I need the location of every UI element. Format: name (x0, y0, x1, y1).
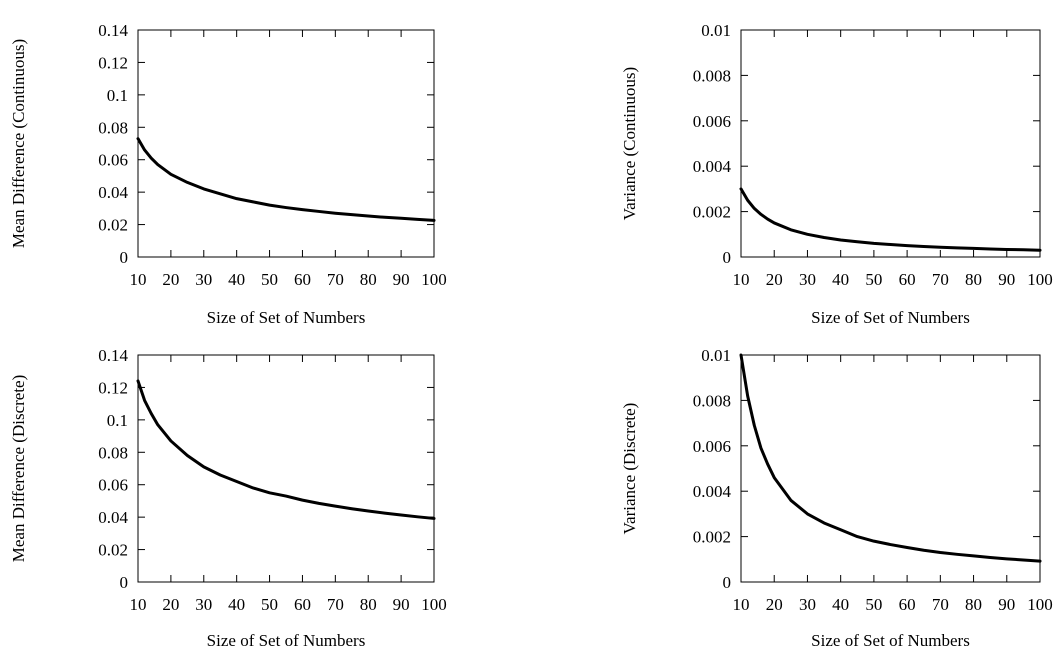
y-tick-label: 0.12 (98, 53, 128, 72)
x-tick-label: 10 (130, 270, 147, 289)
x-tick-label: 30 (799, 270, 816, 289)
x-tick-label: 50 (865, 595, 882, 614)
plot-frame (137, 29, 435, 258)
y-tick-label: 0.004 (693, 482, 732, 501)
y-tick-label: 0.006 (693, 112, 731, 131)
series-line-variance-continuous (739, 187, 1042, 252)
y-tick-label: 0.008 (693, 66, 731, 85)
x-tick-label: 30 (799, 595, 816, 614)
y-tick-label: 0 (723, 248, 732, 267)
y-tick-label: 0.06 (98, 476, 128, 495)
y-axis-title: Mean Difference (Discrete) (9, 375, 28, 563)
y-tick-label: 0.01 (701, 346, 731, 365)
y-tick-label: 0.01 (701, 21, 731, 40)
x-tick-label: 70 (932, 595, 949, 614)
y-tick-label: 0.006 (693, 437, 731, 456)
y-tick-label: 0 (723, 573, 732, 592)
x-tick-label: 60 (294, 270, 311, 289)
y-tick-label: 0.04 (98, 183, 128, 202)
chart-panel-mean-discrete: 10 20 30 40 50 60 70 80 90 100 0 0.02 0.04 0.06 0.08 0.… (9, 346, 447, 650)
y-tick-label: 0 (120, 573, 129, 592)
chart-panel-mean-continuous: 10 20 30 40 50 60 70 80 90 100 0 0.02 0.04 0.06 0.08 0.… (9, 21, 447, 327)
x-tick-label: 90 (393, 595, 410, 614)
x-tick-label: 80 (360, 270, 377, 289)
x-tick-label: 10 (130, 595, 147, 614)
plot-frame (137, 354, 435, 583)
x-tick-label: 20 (766, 270, 783, 289)
x-axis-title: Size of Set of Numbers (811, 308, 970, 327)
x-tick-label: 50 (865, 270, 882, 289)
x-tick-label: 40 (832, 595, 849, 614)
y-tick-label: 0.08 (98, 118, 128, 137)
x-tick-label: 90 (998, 270, 1015, 289)
x-tick-label: 10 (733, 270, 750, 289)
y-axis-title: Variance (Continuous) (620, 67, 639, 220)
x-tick-label: 70 (327, 270, 344, 289)
y-axis-title: Variance (Discrete) (620, 403, 639, 535)
x-tick-label: 20 (162, 270, 179, 289)
y-tick-label: 0.12 (98, 378, 128, 397)
y-tick-label: 0.14 (98, 21, 128, 40)
x-tick-label: 30 (195, 270, 212, 289)
plot-frame (740, 354, 1041, 583)
x-tick-label: 10 (733, 595, 750, 614)
x-axis-title: Size of Set of Numbers (207, 631, 366, 650)
y-tick-label: 0.14 (98, 346, 128, 365)
x-tick-label: 60 (899, 595, 916, 614)
y-tick-label: 0.002 (693, 528, 731, 547)
y-tick-label: 0.04 (98, 508, 128, 527)
x-tick-label: 20 (162, 595, 179, 614)
plot-frame (740, 29, 1041, 258)
x-tick-label: 100 (421, 595, 447, 614)
x-tick-label: 40 (228, 270, 245, 289)
y-tick-label: 0.008 (693, 391, 731, 410)
x-tick-label: 70 (327, 595, 344, 614)
x-tick-label: 20 (766, 595, 783, 614)
x-tick-label: 90 (998, 595, 1015, 614)
x-tick-label: 50 (261, 595, 278, 614)
y-tick-label: 0 (120, 248, 129, 267)
x-axis-title: Size of Set of Numbers (811, 631, 970, 650)
x-tick-label: 80 (965, 270, 982, 289)
x-tick-label: 80 (965, 595, 982, 614)
chart-panel-variance-discrete: 10 20 30 40 50 60 70 80 90 100 0 0.002 0.004 0.006 0.0… (620, 346, 1053, 650)
y-tick-label: 0.06 (98, 151, 128, 170)
y-tick-label: 0.004 (693, 157, 732, 176)
chart-panel-variance-continuous: 10 20 30 40 50 60 70 80 90 100 0 0.002 0.004 0.006 0.0… (620, 21, 1053, 327)
x-tick-label: 40 (832, 270, 849, 289)
x-tick-label: 90 (393, 270, 410, 289)
y-axis-title: Mean Difference (Continuous) (9, 39, 28, 248)
x-tick-label: 60 (294, 595, 311, 614)
x-tick-label: 100 (421, 270, 447, 289)
y-tick-label: 0.1 (107, 411, 128, 430)
series-line-variance-discrete (739, 353, 1042, 563)
x-tick-label: 100 (1027, 270, 1053, 289)
y-tick-label: 0.02 (98, 541, 128, 560)
y-tick-label: 0.08 (98, 443, 128, 462)
x-tick-label: 40 (228, 595, 245, 614)
y-tick-label: 0.1 (107, 86, 128, 105)
y-tick-label: 0.002 (693, 203, 731, 222)
x-tick-label: 100 (1027, 595, 1053, 614)
x-tick-label: 70 (932, 270, 949, 289)
x-tick-label: 30 (195, 595, 212, 614)
x-axis-title: Size of Set of Numbers (207, 308, 366, 327)
series-line-mean-discrete (136, 379, 436, 520)
x-tick-label: 80 (360, 595, 377, 614)
x-tick-label: 60 (899, 270, 916, 289)
y-tick-label: 0.02 (98, 216, 128, 235)
x-tick-label: 50 (261, 270, 278, 289)
series-line-mean-continuous (136, 137, 436, 222)
